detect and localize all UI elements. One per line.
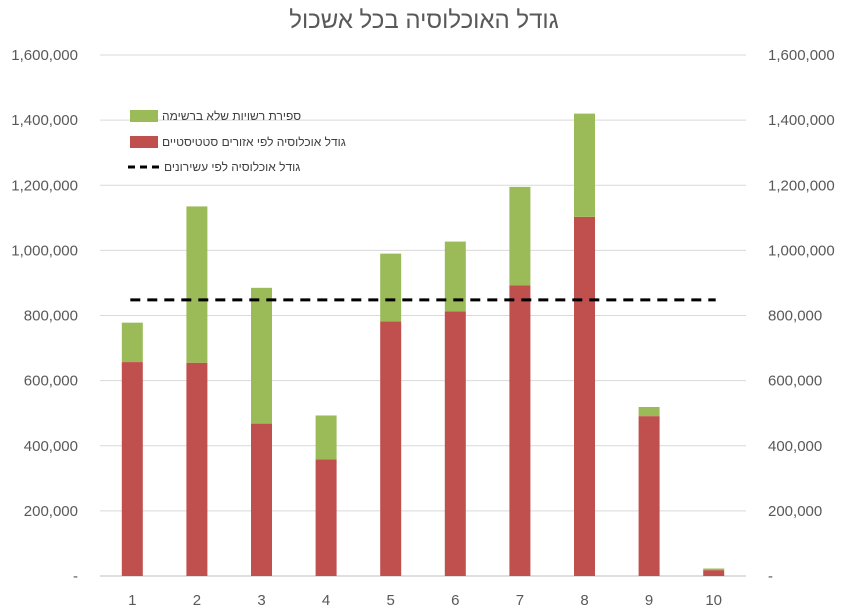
y-tick-label-right: 1,200,000 <box>768 177 835 194</box>
bar-segment-uncounted <box>251 287 272 424</box>
legend-label-green: ספירת רשויות שלא ברשימה <box>162 109 301 123</box>
y-tick-label-left: 800,000 <box>24 308 78 325</box>
x-axis: 1 2 3 4 5 6 7 8 9 10 <box>128 592 722 609</box>
y-tick-label-right: - <box>768 568 773 585</box>
bar-segment-uncounted <box>509 186 531 286</box>
legend-label-dashed: גודל אוכלוסיה לפי עשירונים <box>164 160 300 174</box>
y-tick-label-left: 1,400,000 <box>11 112 78 129</box>
bar-segment-population <box>574 216 595 576</box>
legend-swatch-red <box>130 136 158 148</box>
bar-segment-population <box>186 362 208 576</box>
bar-segment-uncounted <box>703 568 725 571</box>
x-tick-label: 5 <box>387 592 395 609</box>
y-tick-label-right: 1,000,000 <box>768 242 835 259</box>
bar-segment-uncounted <box>574 113 595 217</box>
chart-title: גודל האוכלוסיה בכל אשכול <box>289 7 559 34</box>
x-tick-label: 6 <box>451 592 459 609</box>
y-axis-left: - 200,000 400,000 600,000 800,000 1,000,000 1,… <box>11 47 78 585</box>
bars-group <box>121 113 725 576</box>
bar-segment-population <box>703 570 725 576</box>
bar-segment-uncounted <box>121 322 143 363</box>
x-tick-label: 1 <box>128 592 136 609</box>
bar-segment-population <box>509 285 531 576</box>
y-tick-label-left: 600,000 <box>24 373 78 390</box>
x-tick-label: 9 <box>645 592 653 609</box>
x-tick-label: 8 <box>580 592 588 609</box>
bar-segment-population <box>380 321 402 576</box>
y-tick-label-right: 1,400,000 <box>768 112 835 129</box>
x-tick-label: 7 <box>516 592 524 609</box>
y-tick-label-left: 1,200,000 <box>11 177 78 194</box>
y-axis-right: - 200,000 400,000 600,000 800,000 1,000,000 1,… <box>768 47 835 585</box>
y-tick-label-left: 200,000 <box>24 503 78 520</box>
legend-label-red: גודל אוכלוסיה לפי אזורים סטטיסטיים <box>162 135 346 149</box>
gridlines <box>100 54 746 577</box>
x-tick-label: 2 <box>193 592 201 609</box>
y-tick-label-right: 600,000 <box>768 373 822 390</box>
x-tick-label: 10 <box>705 592 722 609</box>
legend: ספירת רשויות שלא ברשימה גודל אוכלוסיה לפ… <box>128 109 346 174</box>
bar-segment-uncounted <box>638 407 660 417</box>
bar-segment-population <box>121 362 143 576</box>
legend-swatch-green <box>130 110 158 122</box>
bar-segment-population <box>315 459 337 576</box>
y-tick-label-right: 800,000 <box>768 308 822 325</box>
y-tick-label-left: - <box>73 568 78 585</box>
y-tick-label-right: 1,600,000 <box>768 47 835 64</box>
y-tick-label-left: 400,000 <box>24 438 78 455</box>
bar-segment-uncounted <box>444 241 466 312</box>
bar-segment-uncounted <box>315 415 337 460</box>
x-tick-label: 4 <box>322 592 330 609</box>
x-tick-label: 3 <box>257 592 265 609</box>
y-tick-label-left: 1,600,000 <box>11 47 78 64</box>
y-tick-label-right: 400,000 <box>768 438 822 455</box>
bar-segment-uncounted <box>380 253 402 322</box>
bar-segment-population <box>638 416 660 576</box>
bar-segment-population <box>251 423 272 576</box>
bar-segment-population <box>444 311 466 576</box>
y-tick-label-left: 1,000,000 <box>11 242 78 259</box>
y-tick-label-right: 200,000 <box>768 503 822 520</box>
bar-segment-uncounted <box>186 206 208 363</box>
